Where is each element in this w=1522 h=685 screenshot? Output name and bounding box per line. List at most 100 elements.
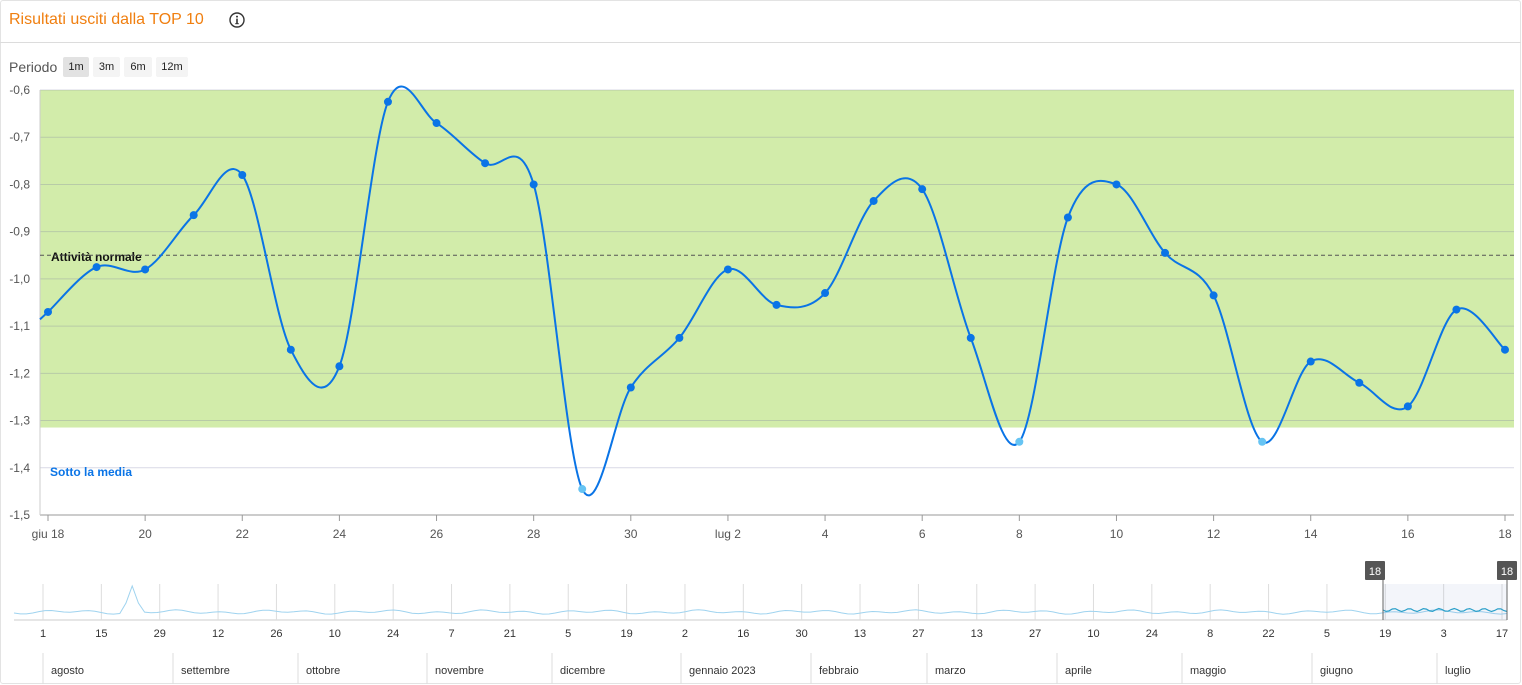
navigator-day-tick: 5	[565, 628, 571, 640]
band-label-below: Sotto la media	[50, 465, 132, 479]
y-tick-label: -1,5	[9, 508, 30, 522]
band-label-normal: Attività normale	[51, 250, 142, 264]
data-point	[869, 196, 878, 205]
navigator-day-tick: 16	[737, 628, 749, 640]
x-tick-label: 16	[1401, 527, 1415, 541]
navigator-day-tick: 2	[682, 628, 688, 640]
navigator-month-label: marzo	[935, 665, 966, 677]
x-tick-label: 20	[138, 527, 152, 541]
panel-title: Risultati usciti dalla TOP 10	[9, 11, 204, 28]
y-tick-label: -0,9	[9, 225, 30, 239]
data-point	[1015, 437, 1024, 446]
band-0	[40, 90, 1514, 428]
data-point	[578, 485, 587, 494]
x-tick-label: 10	[1110, 527, 1124, 541]
data-point	[772, 300, 781, 309]
data-point	[529, 180, 538, 189]
navigator-day-tick: 5	[1324, 628, 1330, 640]
y-tick-label: -1,4	[9, 461, 30, 475]
y-tick-label: -1,0	[9, 272, 30, 286]
navigator-day-tick: 27	[1029, 628, 1041, 640]
x-tick-label: 6	[919, 527, 926, 541]
x-tick-label: lug 2	[715, 527, 741, 541]
navigator-line	[13, 584, 1508, 615]
navigator-month-label: novembre	[435, 665, 484, 677]
navigator-day-tick: 24	[387, 628, 399, 640]
navigator-month-label: giugno	[1320, 665, 1353, 677]
x-tick-label: 18	[1498, 527, 1512, 541]
data-point	[1161, 248, 1170, 257]
data-point	[1063, 213, 1072, 222]
x-tick-label: 8	[1016, 527, 1023, 541]
x-tick-label: 22	[236, 527, 250, 541]
data-point	[1112, 180, 1121, 189]
data-point	[626, 383, 635, 392]
x-tick-label: 14	[1304, 527, 1318, 541]
x-tick-label: 30	[624, 527, 638, 541]
data-point	[966, 333, 975, 342]
y-tick-label: -0,7	[9, 130, 30, 144]
navigator-month-label: maggio	[1190, 665, 1226, 677]
navigator-day-tick: 27	[912, 628, 924, 640]
navigator-handle	[1365, 561, 1385, 580]
navigator-day-tick: 10	[1087, 628, 1099, 640]
data-point	[286, 345, 295, 354]
period-1m-button[interactable]: 1m	[63, 57, 89, 77]
navigator-day-tick: 1	[40, 628, 46, 640]
navigator-month-label: luglio	[1445, 665, 1471, 677]
y-tick-label: -0,8	[9, 177, 30, 191]
data-point	[1209, 291, 1218, 300]
data-point	[238, 171, 247, 179]
y-tick-label: -1,3	[9, 414, 30, 428]
navigator-day-tick: 8	[1207, 628, 1213, 640]
data-point	[1403, 402, 1412, 411]
x-tick-label: 24	[333, 527, 347, 541]
data-point	[723, 265, 732, 274]
navigator-day-tick: 29	[154, 628, 166, 640]
x-tick-label: 28	[527, 527, 541, 541]
x-tick-label: 12	[1207, 527, 1221, 541]
data-point	[821, 289, 830, 298]
data-point	[189, 211, 198, 220]
navigator-day-tick: 15	[95, 628, 107, 640]
data-point	[1258, 437, 1267, 446]
data-point	[1355, 378, 1364, 387]
info-icon[interactable]	[229, 12, 245, 28]
data-point	[141, 265, 150, 274]
data-point	[432, 119, 441, 128]
period-6m-button[interactable]: 6m	[124, 57, 152, 77]
panel-header: Risultati usciti dalla TOP 10	[0, 0, 1521, 43]
navigator-day-tick: 22	[1262, 628, 1274, 640]
navigator-day-tick: 19	[620, 628, 632, 640]
navigator-day-tick: 17	[1496, 628, 1508, 640]
band-1	[40, 427, 1514, 515]
data-point	[44, 307, 52, 316]
navigator-day-tick: 24	[1146, 628, 1158, 640]
navigator-day-tick: 3	[1441, 628, 1447, 640]
data-point	[1501, 345, 1509, 354]
x-tick-label: 4	[822, 527, 829, 541]
navigator-selected-line	[1382, 607, 1508, 613]
navigator-handle-label: 18	[1501, 566, 1513, 578]
period-3m-button[interactable]: 3m	[93, 57, 120, 77]
x-tick-label: giu 18	[32, 527, 65, 541]
navigator-day-tick: 19	[1379, 628, 1391, 640]
navigator-month-label: agosto	[51, 665, 84, 677]
period-12m-button[interactable]: 12m	[156, 57, 188, 77]
navigator-month-label: gennaio 2023	[689, 665, 756, 677]
data-point	[1452, 305, 1461, 314]
data-point	[481, 159, 490, 168]
navigator-handle	[1497, 561, 1517, 580]
navigator-month-label: febbraio	[819, 665, 859, 677]
data-point	[383, 97, 392, 106]
data-point	[335, 362, 344, 371]
y-tick-label: -0,6	[9, 83, 30, 97]
y-tick-label: -1,1	[9, 319, 30, 333]
y-tick-label: -1,2	[9, 366, 30, 380]
navigator-day-tick: 26	[270, 628, 282, 640]
navigator-day-tick: 7	[448, 628, 454, 640]
series-line	[39, 85, 1506, 497]
data-point	[918, 185, 927, 194]
navigator-month-label: aprile	[1065, 665, 1092, 677]
